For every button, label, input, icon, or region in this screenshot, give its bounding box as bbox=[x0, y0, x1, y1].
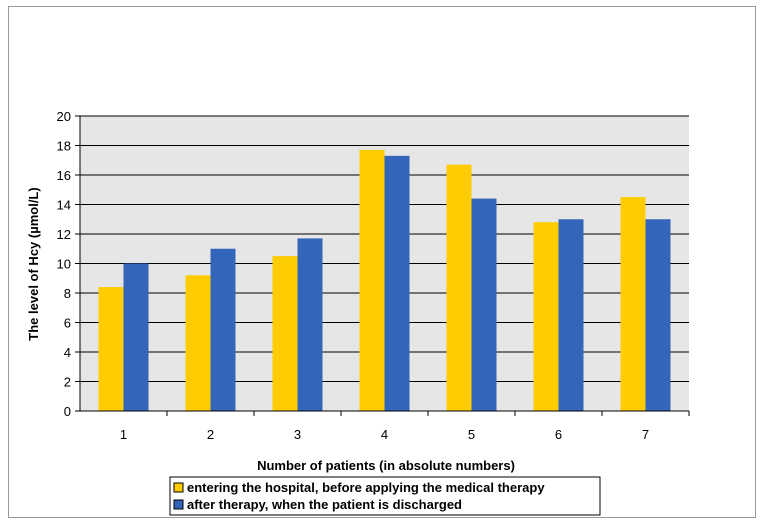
bar-series-1 bbox=[359, 149, 385, 412]
legend-label-2: after therapy, when the patient is disch… bbox=[187, 497, 462, 512]
legend: entering the hospital, before applying t… bbox=[169, 476, 601, 516]
y-tick-label: 12 bbox=[57, 227, 71, 242]
y-tick-label: 18 bbox=[57, 139, 71, 154]
bar-series-2 bbox=[210, 248, 236, 411]
y-tick-label: 10 bbox=[57, 257, 71, 272]
bar-series-2 bbox=[645, 219, 671, 411]
legend-swatch-1 bbox=[173, 482, 184, 493]
bar-series-1 bbox=[446, 164, 472, 411]
bar-series-1 bbox=[98, 287, 124, 411]
bar-series-2 bbox=[297, 238, 323, 411]
x-tick-label: 5 bbox=[468, 427, 475, 442]
x-tick-label: 6 bbox=[555, 427, 562, 442]
x-tick-label: 3 bbox=[294, 427, 301, 442]
y-tick-label: 14 bbox=[57, 198, 71, 213]
bar-series-2 bbox=[558, 219, 584, 411]
legend-swatch-2 bbox=[173, 499, 184, 510]
y-tick-label: 6 bbox=[64, 316, 71, 331]
y-tick-label: 2 bbox=[64, 375, 71, 390]
bar-series-1 bbox=[185, 275, 211, 411]
bar-series-1 bbox=[272, 256, 298, 411]
bar-series-1 bbox=[620, 197, 646, 411]
bar-series-2 bbox=[471, 198, 497, 411]
legend-label-1: entering the hospital, before applying t… bbox=[187, 480, 545, 495]
x-tick-label: 7 bbox=[642, 427, 649, 442]
x-tick-label: 1 bbox=[120, 427, 127, 442]
y-tick-label: 8 bbox=[64, 286, 71, 301]
x-tick-label: 2 bbox=[207, 427, 214, 442]
y-tick-label: 16 bbox=[57, 168, 71, 183]
bar-series-2 bbox=[123, 263, 149, 411]
y-tick-label: 4 bbox=[64, 345, 71, 360]
y-tick-label: 20 bbox=[57, 109, 71, 124]
y-tick-label: 0 bbox=[64, 404, 71, 419]
x-tick-label: 4 bbox=[381, 427, 388, 442]
x-axis-title: Number of patients (in absolute numbers) bbox=[257, 458, 515, 473]
y-axis-title: The level of Hcy (µmol/L) bbox=[26, 187, 41, 340]
bars bbox=[98, 149, 671, 412]
legend-box bbox=[169, 476, 601, 516]
bar-series-1 bbox=[533, 222, 559, 411]
bar-series-2 bbox=[384, 155, 410, 411]
